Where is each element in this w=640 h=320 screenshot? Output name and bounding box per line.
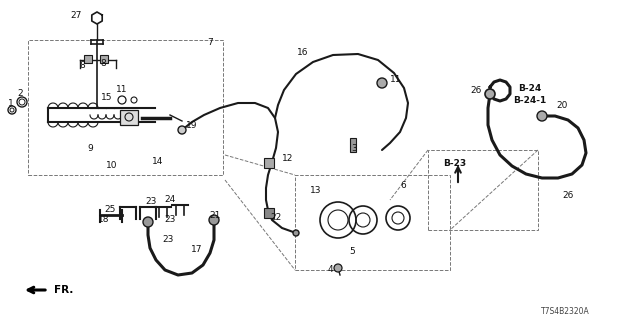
Text: B-23: B-23 — [444, 158, 467, 167]
Text: 27: 27 — [70, 11, 82, 20]
Bar — [295, 175, 450, 270]
Bar — [428, 150, 538, 230]
Text: 25: 25 — [104, 205, 116, 214]
Text: 2: 2 — [17, 89, 23, 98]
Bar — [84, 55, 92, 63]
Text: 14: 14 — [152, 156, 164, 165]
Text: 20: 20 — [556, 100, 568, 109]
Text: 18: 18 — [99, 215, 109, 225]
Text: 11: 11 — [116, 84, 128, 93]
Circle shape — [293, 230, 299, 236]
Text: 23: 23 — [163, 236, 173, 244]
Text: 8: 8 — [100, 59, 106, 68]
Text: 6: 6 — [400, 180, 406, 189]
Bar — [264, 158, 274, 168]
Text: 16: 16 — [297, 47, 308, 57]
Text: 5: 5 — [349, 247, 355, 257]
Text: 10: 10 — [106, 161, 118, 170]
Text: 17: 17 — [191, 245, 203, 254]
Text: 19: 19 — [186, 121, 198, 130]
Bar — [264, 208, 274, 218]
Text: T7S4B2320A: T7S4B2320A — [541, 308, 590, 316]
Text: B-24: B-24 — [518, 84, 541, 92]
Bar — [28, 40, 223, 175]
Bar — [120, 110, 138, 125]
Text: 9: 9 — [87, 143, 93, 153]
Text: 7: 7 — [207, 37, 213, 46]
Text: 8: 8 — [79, 60, 85, 69]
Text: 1: 1 — [8, 99, 14, 108]
Circle shape — [537, 111, 547, 121]
Circle shape — [178, 126, 186, 134]
Circle shape — [377, 78, 387, 88]
Text: B-24-1: B-24-1 — [513, 95, 547, 105]
Text: 21: 21 — [209, 211, 221, 220]
Circle shape — [143, 217, 153, 227]
Text: FR.: FR. — [54, 285, 74, 295]
Text: 22: 22 — [270, 213, 282, 222]
Text: 24: 24 — [164, 196, 175, 204]
Circle shape — [209, 215, 219, 225]
Text: 26: 26 — [470, 85, 482, 94]
Bar — [350, 138, 356, 152]
Text: 15: 15 — [101, 92, 113, 101]
Text: 4: 4 — [327, 266, 333, 275]
Text: 12: 12 — [282, 154, 294, 163]
Circle shape — [485, 89, 495, 99]
Bar — [100, 55, 108, 63]
Text: 26: 26 — [563, 190, 573, 199]
Text: 13: 13 — [310, 186, 322, 195]
Text: 23: 23 — [145, 197, 157, 206]
Text: 23: 23 — [164, 215, 176, 225]
Text: 3: 3 — [351, 143, 357, 153]
Circle shape — [334, 264, 342, 272]
Text: 11: 11 — [390, 75, 402, 84]
